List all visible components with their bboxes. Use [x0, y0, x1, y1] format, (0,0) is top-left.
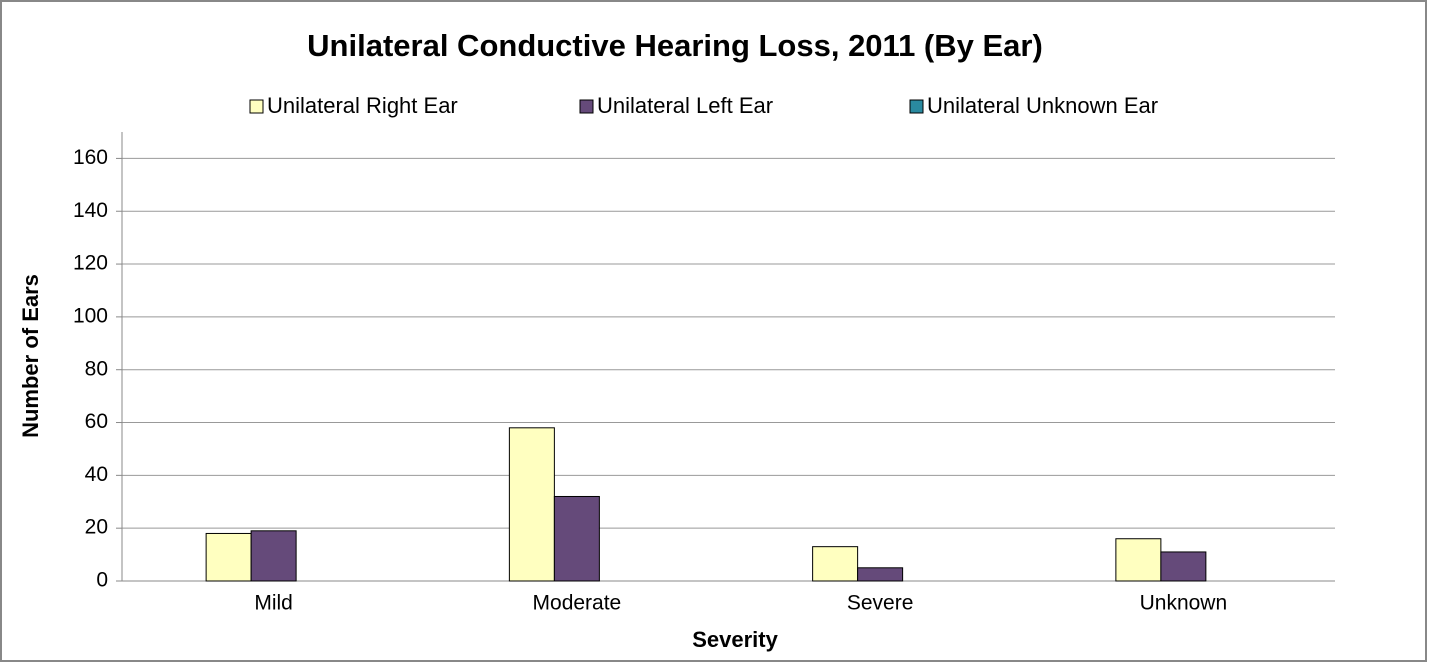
legend-label: Unilateral Left Ear: [597, 93, 773, 118]
y-tick-label: 160: [73, 146, 108, 169]
y-tick-label: 120: [73, 252, 108, 275]
x-tick-label: Severe: [847, 592, 914, 615]
bar: [1115, 538, 1162, 582]
legend-swatch: [909, 99, 924, 114]
y-tick-label: 40: [85, 463, 108, 486]
bar: [508, 427, 555, 582]
y-tick-label: 20: [85, 516, 108, 539]
bar: [857, 567, 904, 582]
y-tick-label: 80: [85, 357, 108, 380]
y-tick-label: 140: [73, 199, 108, 222]
x-tick-label: Moderate: [533, 592, 622, 615]
y-axis-label: Number of Ears: [18, 274, 43, 438]
legend-label: Unilateral Unknown Ear: [927, 93, 1158, 118]
y-tick-label: 0: [96, 569, 108, 592]
bar: [553, 495, 600, 582]
legend-swatch: [579, 99, 594, 114]
bar: [250, 530, 297, 582]
bar: [1160, 551, 1207, 582]
legend-swatch: [249, 99, 264, 114]
x-axis-label: Severity: [692, 627, 778, 652]
bar: [812, 546, 859, 582]
chart-title: Unilateral Conductive Hearing Loss, 2011…: [307, 28, 1043, 63]
bar: [205, 532, 252, 582]
x-tick-label: Unknown: [1140, 592, 1228, 615]
x-tick-label: Mild: [254, 592, 293, 615]
legend-label: Unilateral Right Ear: [267, 93, 458, 118]
y-tick-label: 60: [85, 410, 108, 433]
y-tick-label: 100: [73, 304, 108, 327]
